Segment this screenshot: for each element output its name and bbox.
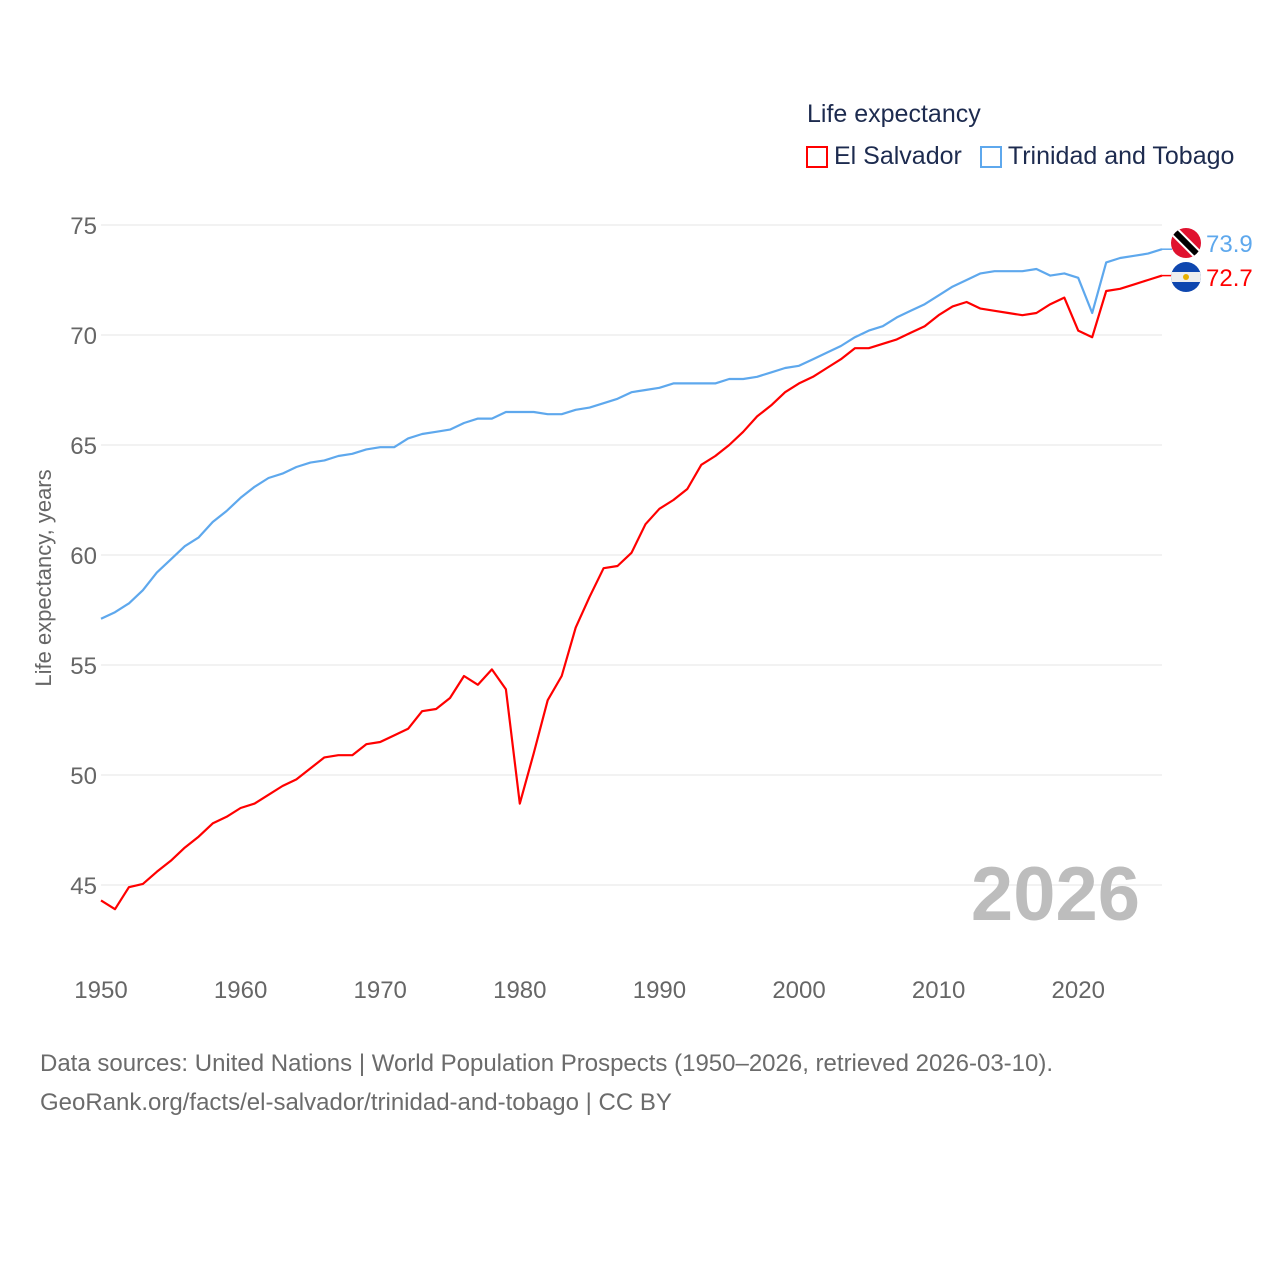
- legend-item-trinidad-and-tobago[interactable]: Trinidad and Tobago: [979, 142, 1235, 171]
- legend: El Salvador Trinidad and Tobago: [806, 142, 1252, 171]
- x-tick-label: 2020: [1052, 977, 1105, 1004]
- legend-item-el-salvador[interactable]: El Salvador: [806, 142, 962, 171]
- y-tick-label: 70: [70, 323, 97, 350]
- legend-swatch: [979, 145, 1002, 168]
- end-value-label: 72.7: [1206, 265, 1253, 292]
- legend-label: El Salvador: [834, 142, 962, 170]
- x-tick-label: 2010: [912, 977, 965, 1004]
- current-year-label: 2026: [971, 852, 1140, 937]
- y-axis-label: Life expectancy, years: [31, 469, 56, 686]
- legend-label: Trinidad and Tobago: [1007, 142, 1235, 170]
- series-line-el-salvador: [100, 274, 1163, 911]
- y-tick-label: 75: [70, 213, 97, 240]
- y-tick-label: 60: [70, 543, 97, 570]
- el-salvador-flag-icon: [1171, 262, 1201, 292]
- y-tick-label: 50: [70, 763, 97, 790]
- x-tick-label: 1960: [214, 977, 267, 1004]
- x-tick-label: 1990: [633, 977, 686, 1004]
- footer: Data sources: United Nations | World Pop…: [40, 1044, 1053, 1122]
- x-tick-label: 1970: [354, 977, 407, 1004]
- y-tick-label: 55: [70, 653, 97, 680]
- legend-swatch: [806, 145, 828, 168]
- x-tick-label: 1950: [74, 977, 127, 1004]
- trinidad-and-tobago-flag-icon: [1171, 228, 1201, 258]
- y-tick-label: 45: [70, 873, 97, 900]
- source-link[interactable]: GeoRank.org/facts/el-salvador/trinidad-a…: [40, 1089, 672, 1116]
- data-sources: Data sources: United Nations | World Pop…: [40, 1050, 1054, 1077]
- x-tick-label: 1980: [493, 977, 546, 1004]
- y-tick-label: 65: [70, 433, 97, 460]
- series-line-trinidad-and-tobago: [100, 248, 1163, 620]
- flag-stripe: [1171, 228, 1201, 258]
- flag-emblem: [1183, 274, 1189, 280]
- end-value-label: 73.9: [1206, 231, 1253, 258]
- x-tick-label: 2000: [772, 977, 825, 1004]
- legend-title: Life expectancy: [807, 100, 981, 128]
